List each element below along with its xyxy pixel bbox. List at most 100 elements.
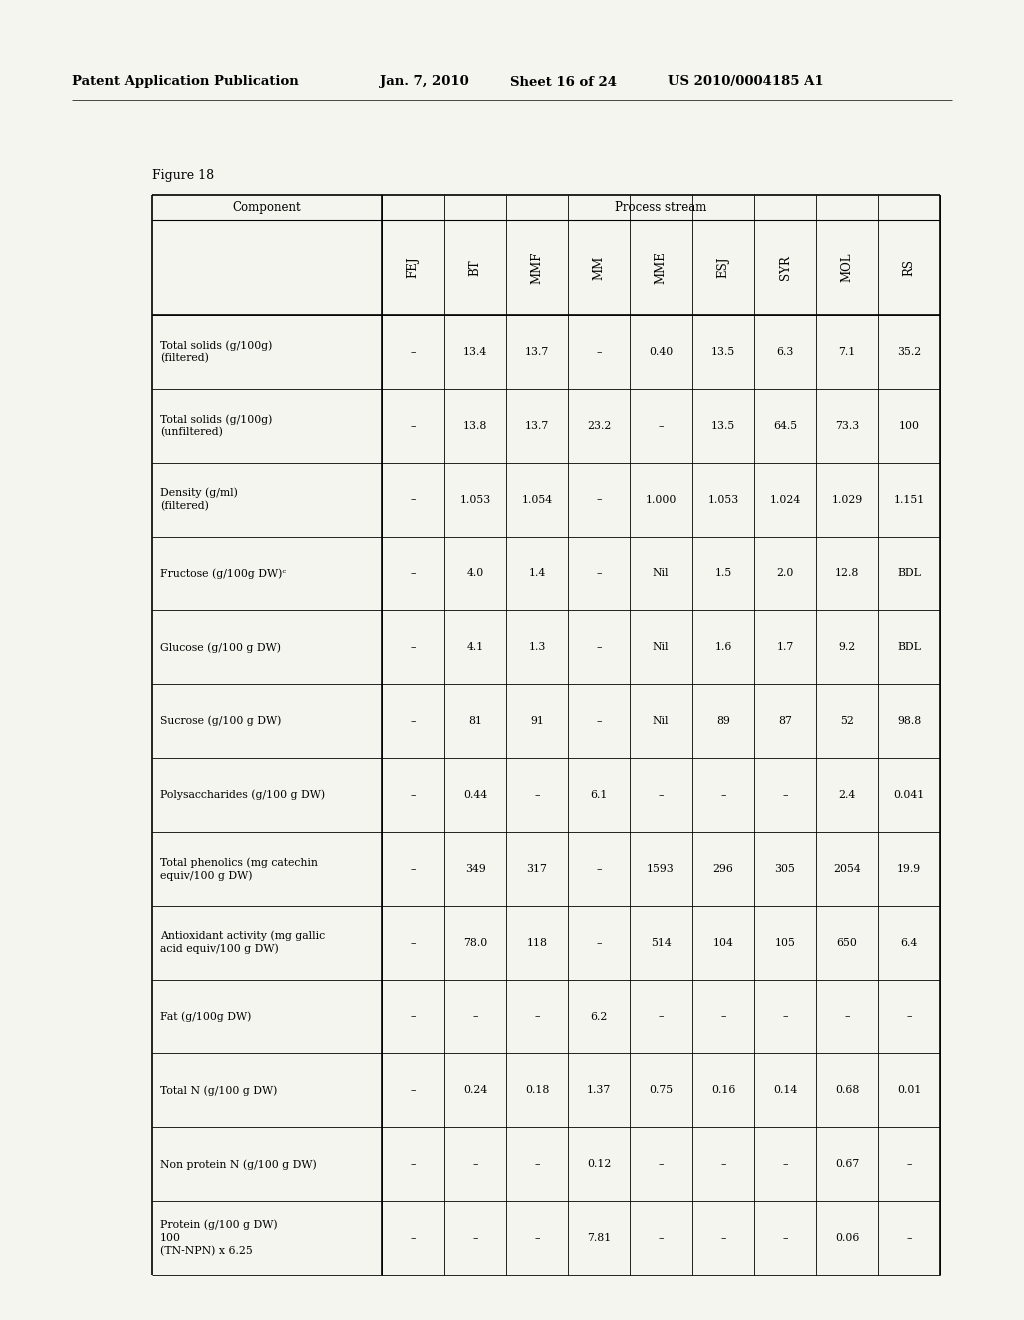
Text: (filtered): (filtered): [160, 502, 209, 511]
Text: –: –: [596, 495, 602, 504]
Text: –: –: [782, 1011, 787, 1022]
Text: Sheet 16 of 24: Sheet 16 of 24: [510, 75, 617, 88]
Text: –: –: [535, 1233, 540, 1243]
Text: –: –: [720, 789, 726, 800]
Text: –: –: [782, 1159, 787, 1170]
Text: 2.4: 2.4: [839, 789, 856, 800]
Text: 0.16: 0.16: [711, 1085, 735, 1096]
Text: –: –: [906, 1233, 911, 1243]
Text: –: –: [720, 1159, 726, 1170]
Text: –: –: [658, 421, 664, 430]
Text: Component: Component: [232, 201, 301, 214]
Text: –: –: [472, 1159, 478, 1170]
Text: MME: MME: [654, 251, 668, 284]
Text: Jan. 7, 2010: Jan. 7, 2010: [380, 75, 469, 88]
Text: 4.0: 4.0: [466, 569, 483, 578]
Text: –: –: [596, 347, 602, 356]
Text: 105: 105: [774, 937, 796, 948]
Text: –: –: [411, 789, 416, 800]
Text: MMF: MMF: [530, 251, 544, 284]
Text: Total N (g/100 g DW): Total N (g/100 g DW): [160, 1085, 278, 1096]
Text: SYR: SYR: [778, 255, 792, 280]
Text: 13.5: 13.5: [711, 421, 735, 430]
Text: 1.4: 1.4: [528, 569, 546, 578]
Text: 2.0: 2.0: [776, 569, 794, 578]
Text: 1593: 1593: [647, 863, 675, 874]
Text: 1.6: 1.6: [715, 643, 732, 652]
Text: 6.4: 6.4: [900, 937, 918, 948]
Text: 514: 514: [650, 937, 672, 948]
Text: (unfiltered): (unfiltered): [160, 428, 223, 437]
Text: 317: 317: [526, 863, 548, 874]
Text: 7.1: 7.1: [839, 347, 856, 356]
Text: 1.024: 1.024: [769, 495, 801, 504]
Text: 1.37: 1.37: [587, 1085, 611, 1096]
Text: 0.14: 0.14: [773, 1085, 797, 1096]
Text: –: –: [782, 1233, 787, 1243]
Text: –: –: [596, 937, 602, 948]
Text: Fructose (g/100g DW)ᶜ: Fructose (g/100g DW)ᶜ: [160, 568, 286, 578]
Text: 1.151: 1.151: [893, 495, 925, 504]
Text: –: –: [535, 1011, 540, 1022]
Text: acid equiv/100 g DW): acid equiv/100 g DW): [160, 944, 279, 954]
Text: Polysaccharides (g/100 g DW): Polysaccharides (g/100 g DW): [160, 789, 326, 800]
Text: 13.5: 13.5: [711, 347, 735, 356]
Text: –: –: [596, 569, 602, 578]
Text: Non protein N (g/100 g DW): Non protein N (g/100 g DW): [160, 1159, 316, 1170]
Text: 1.053: 1.053: [708, 495, 738, 504]
Text: Patent Application Publication: Patent Application Publication: [72, 75, 299, 88]
Text: –: –: [472, 1233, 478, 1243]
Text: US 2010/0004185 A1: US 2010/0004185 A1: [668, 75, 823, 88]
Text: 89: 89: [716, 717, 730, 726]
Text: 0.24: 0.24: [463, 1085, 487, 1096]
Text: Total solids (g/100g): Total solids (g/100g): [160, 414, 272, 425]
Text: –: –: [782, 789, 787, 800]
Text: equiv/100 g DW): equiv/100 g DW): [160, 870, 253, 880]
Text: 0.67: 0.67: [835, 1159, 859, 1170]
Text: –: –: [411, 717, 416, 726]
Text: 4.1: 4.1: [466, 643, 483, 652]
Text: –: –: [411, 863, 416, 874]
Text: 1.053: 1.053: [460, 495, 490, 504]
Text: Figure 18: Figure 18: [152, 169, 214, 181]
Text: (filtered): (filtered): [160, 354, 209, 363]
Text: –: –: [906, 1011, 911, 1022]
Text: –: –: [535, 789, 540, 800]
Text: –: –: [411, 937, 416, 948]
Text: 87: 87: [778, 717, 792, 726]
Text: –: –: [411, 569, 416, 578]
Text: 98.8: 98.8: [897, 717, 922, 726]
Text: –: –: [658, 1011, 664, 1022]
Text: 100: 100: [160, 1233, 181, 1243]
Text: Total phenolics (mg catechin: Total phenolics (mg catechin: [160, 857, 317, 867]
Text: 52: 52: [840, 717, 854, 726]
Text: 35.2: 35.2: [897, 347, 922, 356]
Text: 1.5: 1.5: [715, 569, 731, 578]
Text: –: –: [472, 1011, 478, 1022]
Text: 0.44: 0.44: [463, 789, 487, 800]
Text: –: –: [658, 1233, 664, 1243]
Text: Nil: Nil: [652, 643, 670, 652]
Text: 13.8: 13.8: [463, 421, 487, 430]
Text: 305: 305: [774, 863, 796, 874]
Text: –: –: [411, 1233, 416, 1243]
Text: 13.7: 13.7: [525, 421, 549, 430]
Text: 349: 349: [465, 863, 485, 874]
Text: 13.4: 13.4: [463, 347, 487, 356]
Text: –: –: [596, 643, 602, 652]
Text: 1.054: 1.054: [521, 495, 553, 504]
Text: Nil: Nil: [652, 717, 670, 726]
Text: –: –: [535, 1159, 540, 1170]
Text: 296: 296: [713, 863, 733, 874]
Text: 81: 81: [468, 717, 482, 726]
Text: Sucrose (g/100 g DW): Sucrose (g/100 g DW): [160, 715, 282, 726]
Text: 100: 100: [898, 421, 920, 430]
Text: 0.18: 0.18: [525, 1085, 549, 1096]
Text: 6.3: 6.3: [776, 347, 794, 356]
Text: –: –: [906, 1159, 911, 1170]
Text: BT: BT: [469, 259, 481, 276]
Text: BDL: BDL: [897, 569, 921, 578]
Text: 12.8: 12.8: [835, 569, 859, 578]
Text: –: –: [596, 863, 602, 874]
Text: Total solids (g/100g): Total solids (g/100g): [160, 341, 272, 351]
